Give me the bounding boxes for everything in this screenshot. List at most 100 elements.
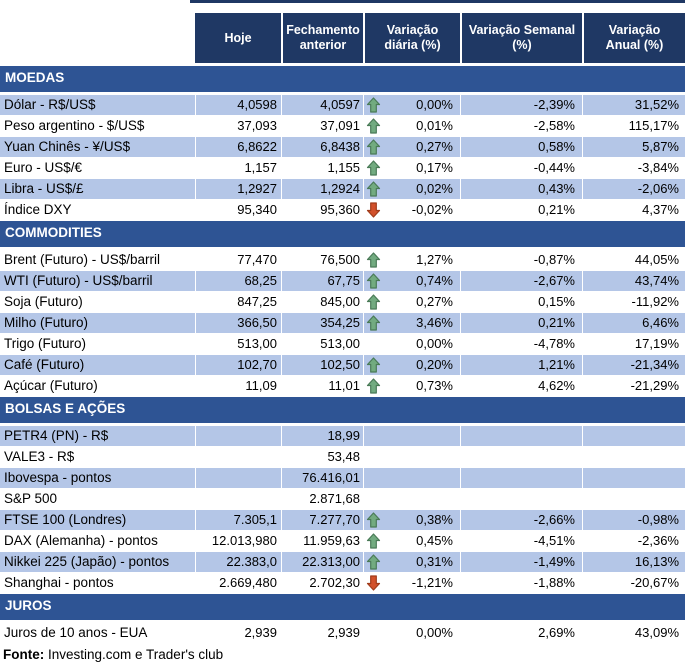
table-row: Shanghai - pontos 2.669,480 2.702,30 -1,21%…: [0, 573, 685, 593]
row-label: Ibovespa - pontos: [0, 468, 195, 488]
today-cell: 366,50: [195, 313, 281, 333]
weekly-change-cell: -0,87%: [460, 250, 582, 270]
up-arrow-icon: [366, 181, 383, 197]
prev-close-cell: 2.702,30: [281, 573, 363, 593]
row-label: Shanghai - pontos: [4, 575, 114, 590]
prev-close-cell: 76,500: [281, 250, 363, 270]
prev-close-cell: 6,8438: [281, 137, 363, 157]
annual-change-cell: [582, 426, 685, 446]
table-row: FTSE 100 (Londres) 7.305,1 7.277,70 0,38% -2…: [0, 510, 685, 530]
daily-change-value: 0,38%: [416, 512, 453, 527]
today-cell: [195, 468, 281, 488]
no-arrow: [366, 470, 383, 486]
up-arrow-icon: [366, 512, 383, 528]
weekly-change-cell: -4,78%: [460, 334, 582, 354]
table-row: Dólar - R$/US$ 4,0598 4,0597 0,00% -2,39% 31,…: [0, 95, 685, 115]
prev-close-cell: 7.277,70: [281, 510, 363, 530]
today-cell: 1,157: [195, 158, 281, 178]
section-header-commodities: COMMODITIES: [0, 221, 685, 247]
annual-change-cell: 44,05%: [582, 250, 685, 270]
today-cell: 22.383,0: [195, 552, 281, 572]
table-row: Ibovespa - pontos 76.416,01: [0, 468, 685, 488]
weekly-change-cell: -1,49%: [460, 552, 582, 572]
daily-change-cell: [363, 468, 460, 488]
row-label: Dólar - R$/US$: [0, 95, 195, 115]
weekly-change-cell: 0,21%: [460, 200, 582, 220]
annual-change-cell: -2,36%: [582, 531, 685, 551]
column-header-fechamento: Fechamento anterior: [281, 13, 363, 63]
up-arrow-icon: [366, 533, 383, 549]
row-label: Nikkei 225 (Japão) - pontos: [0, 552, 195, 572]
row-label: Peso argentino - $/US$: [4, 118, 145, 133]
up-arrow-icon: [366, 294, 383, 310]
daily-change-cell: 0,73%: [363, 376, 460, 396]
section-header-moedas: MOEDAS: [0, 66, 685, 92]
up-arrow-icon: [366, 118, 383, 134]
prev-close-cell: 845,00: [281, 292, 363, 312]
column-header-variacao-anual: Variação Anual (%): [582, 13, 685, 63]
daily-change-cell: 0,27%: [363, 292, 460, 312]
weekly-change-cell: -2,58%: [460, 116, 582, 136]
column-header-variacao-semanal: Variação Semanal (%): [460, 13, 582, 63]
annual-change-cell: -20,67%: [582, 573, 685, 593]
up-arrow-icon: [366, 160, 383, 176]
weekly-change-cell: -1,88%: [460, 573, 582, 593]
annual-change-cell: 31,52%: [582, 95, 685, 115]
today-cell: 6,8622: [195, 137, 281, 157]
prev-close-cell: 2.871,68: [281, 489, 363, 509]
table-row: Nikkei 225 (Japão) - pontos 22.383,0 22.31…: [0, 552, 685, 572]
weekly-change-cell: -4,51%: [460, 531, 582, 551]
today-cell: 77,470: [195, 250, 281, 270]
annual-change-cell: -11,92%: [582, 292, 685, 312]
prev-close-cell: 513,00: [281, 334, 363, 354]
table-row: Milho (Futuro) 366,50 354,25 3,46% 0,21% 6,46…: [0, 313, 685, 333]
prev-close-cell: 102,50: [281, 355, 363, 375]
table-row: Trigo (Futuro) 513,00 513,00 0,00% -4,78% 17,…: [0, 334, 685, 354]
table-row: Índice DXY 95,340 95,360 -0,02% 0,21% 4,37%: [0, 200, 685, 220]
table-row: DAX (Alemanha) - pontos 12.013,980 11.959,…: [0, 531, 685, 551]
source-text: Investing.com e Trader's club: [44, 647, 224, 662]
daily-change-value: -0,02%: [411, 202, 453, 217]
daily-change-value: 0,17%: [416, 160, 453, 175]
row-label: PETR4 (PN) - R$: [0, 426, 195, 446]
annual-change-cell: 43,09%: [582, 623, 685, 643]
today-cell: 2,939: [195, 623, 281, 643]
daily-change-cell: 0,20%: [363, 355, 460, 375]
table-row: Brent (Futuro) - US$/barril 77,470 76,500 1…: [0, 250, 685, 270]
daily-change-cell: 3,46%: [363, 313, 460, 333]
daily-change-value: 0,27%: [416, 294, 453, 309]
today-cell: 12.013,980: [195, 531, 281, 551]
prev-close-cell: 1,2924: [281, 179, 363, 199]
prev-close-cell: 11,01: [281, 376, 363, 396]
annual-change-cell: 17,19%: [582, 334, 685, 354]
daily-change-value: 0,31%: [416, 554, 453, 569]
prev-close-cell: 37,091: [281, 116, 363, 136]
table-row: Açúcar (Futuro) 11,09 11,01 0,73% 4,62% -21,2…: [0, 376, 685, 396]
weekly-change-cell: -0,44%: [460, 158, 582, 178]
table-body: MOEDAS Dólar - R$/US$ 4,0598 4,0597 0,00% -2,…: [0, 66, 685, 643]
daily-change-value: 0,20%: [416, 357, 453, 372]
annual-change-cell: 43,74%: [582, 271, 685, 291]
annual-change-cell: 6,46%: [582, 313, 685, 333]
annual-change-cell: -21,34%: [582, 355, 685, 375]
up-arrow-icon: [366, 273, 383, 289]
weekly-change-cell: 2,69%: [460, 623, 582, 643]
table-row: VALE3 - R$ 53,48: [0, 447, 685, 467]
daily-change-cell: -0,02%: [363, 200, 460, 220]
daily-change-value: -1,21%: [411, 575, 453, 590]
section-header-juros: JUROS: [0, 594, 685, 620]
weekly-change-cell: [460, 489, 582, 509]
row-label: Euro - US$/€: [4, 160, 83, 175]
today-cell: [195, 426, 281, 446]
daily-change-value: 0,02%: [416, 181, 453, 196]
row-label: Juros de 10 anos - EUA: [4, 625, 148, 640]
today-cell: [195, 447, 281, 467]
row-label: DAX (Alemanha) - pontos: [4, 533, 158, 548]
down-arrow-icon: [366, 575, 383, 591]
weekly-change-cell: 0,15%: [460, 292, 582, 312]
source-label: Fonte:: [3, 647, 45, 662]
today-cell: 1,2927: [195, 179, 281, 199]
prev-close-cell: 67,75: [281, 271, 363, 291]
row-label: Libra - US$/£: [0, 179, 195, 199]
daily-change-cell: 0,01%: [363, 116, 460, 136]
